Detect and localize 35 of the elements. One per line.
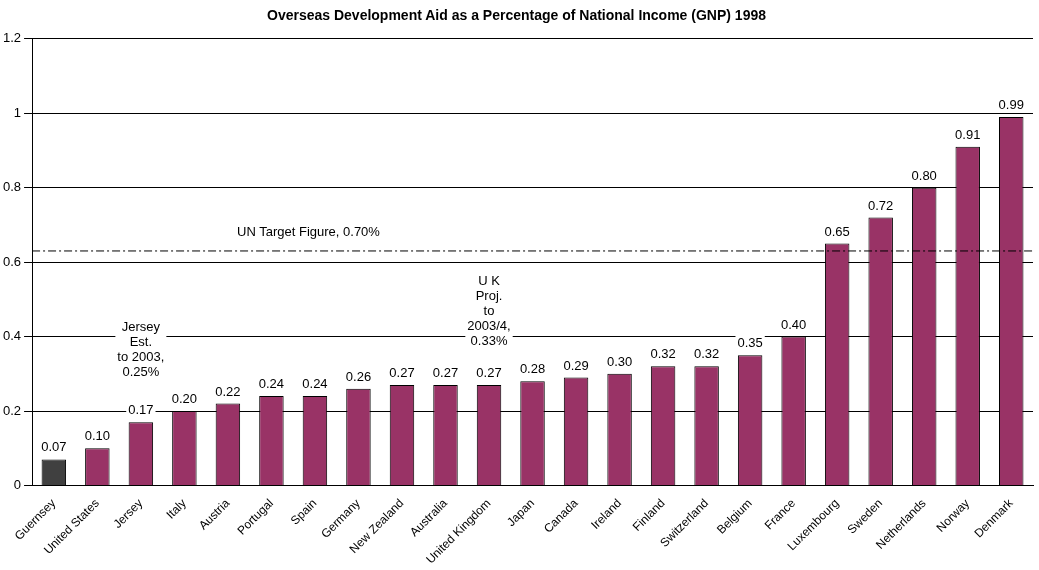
y-tick-label: 0.8 bbox=[2, 179, 22, 195]
data-label: 0.65 bbox=[824, 223, 850, 239]
data-label: 0.24 bbox=[258, 376, 285, 392]
data-label: 0.72 bbox=[868, 197, 894, 213]
data-label: 0.35 bbox=[737, 335, 763, 351]
data-label: 0.30 bbox=[606, 353, 633, 369]
y-tick-label: 0.6 bbox=[2, 253, 22, 269]
data-label: 0.99 bbox=[998, 97, 1024, 113]
annotation: Jersey Est. to 2003, 0.25% bbox=[117, 319, 165, 380]
data-label: 0.24 bbox=[302, 376, 328, 392]
data-label: 0.91 bbox=[955, 126, 981, 142]
data-label: 0.10 bbox=[84, 428, 111, 444]
data-label: 0.27 bbox=[389, 365, 415, 381]
y-tick-label: 1 bbox=[13, 104, 22, 120]
data-label: 0.22 bbox=[215, 383, 241, 399]
x-tick-label: Italy bbox=[163, 496, 189, 522]
data-label: 0.32 bbox=[693, 346, 720, 362]
data-label: 0.28 bbox=[519, 361, 546, 377]
y-tick-label: 0.4 bbox=[2, 328, 22, 344]
data-label: 0.26 bbox=[345, 368, 372, 384]
y-tick-label: 0 bbox=[13, 477, 22, 493]
data-label: 0.32 bbox=[650, 346, 676, 362]
data-label: 0.29 bbox=[563, 357, 589, 373]
y-tick-label: 1.2 bbox=[2, 30, 22, 46]
chart-title: Overseas Development Aid as a Percentage of National Income (GNP) 1998 bbox=[267, 7, 767, 24]
data-label: 0.27 bbox=[432, 365, 459, 381]
data-label: 0.80 bbox=[911, 167, 937, 183]
data-label: 0.20 bbox=[171, 391, 198, 407]
y-tick-label: 0.2 bbox=[2, 402, 22, 418]
data-label: 0.40 bbox=[780, 316, 807, 332]
data-label: 0.27 bbox=[476, 365, 502, 381]
data-label: 0.17 bbox=[128, 402, 154, 418]
data-label: 0.07 bbox=[41, 439, 67, 455]
ref-line-label: UN Target Figure, 0.70% bbox=[237, 224, 381, 240]
annotation: U K Proj. to 2003/4, 0.33% bbox=[467, 272, 511, 348]
